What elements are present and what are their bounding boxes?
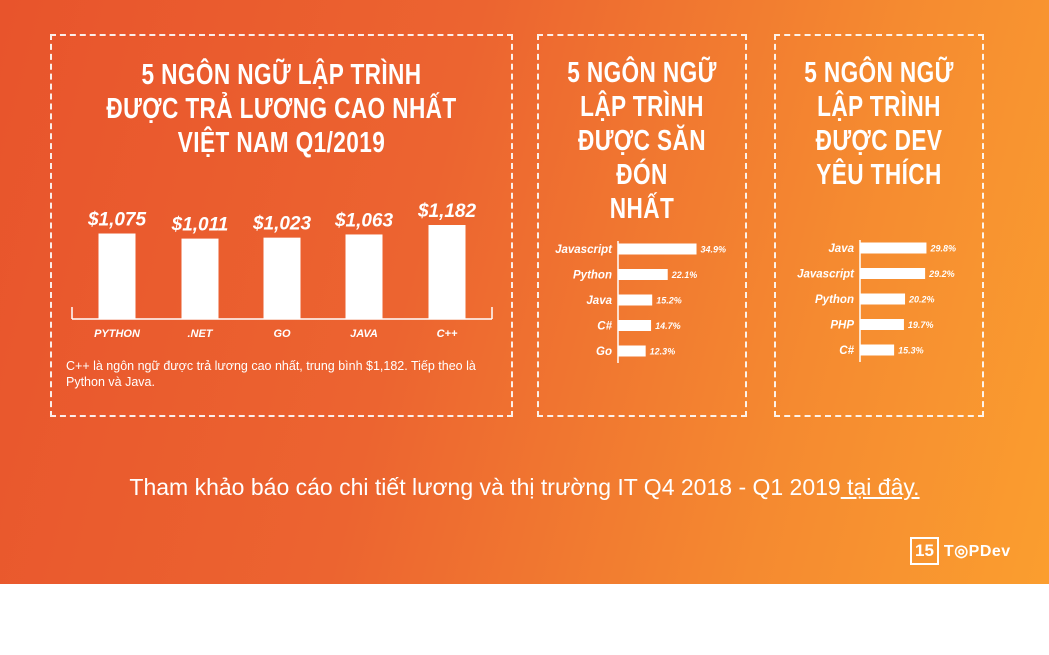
category-label: C++ bbox=[437, 328, 458, 340]
bar-value-label: 29.8% bbox=[929, 244, 956, 254]
loved-bar-chart: Java 29.8% Javascript 29.2% Python 20.2% PHP 19… bbox=[797, 240, 956, 362]
bar-go bbox=[263, 237, 301, 319]
category-label: GO bbox=[273, 328, 291, 340]
bar-value-label: $1,063 bbox=[334, 210, 394, 231]
bar-php bbox=[860, 319, 904, 330]
bar-value-label: $1,011 bbox=[171, 215, 229, 236]
bar-value-label: 12.3% bbox=[650, 347, 676, 357]
bar-python bbox=[98, 233, 136, 319]
category-label: Javascript bbox=[797, 269, 855, 281]
category-label: Go bbox=[596, 346, 612, 358]
bar-c bbox=[860, 344, 895, 356]
salary-note: C++ là ngôn ngữ được trả lương cao nhất,… bbox=[66, 359, 476, 389]
in-demand-chart-panel: 5 NGÔN NGỮ LẬP TRÌNH ĐƯỢC SĂN ĐÓN NHẤT J… bbox=[537, 34, 747, 417]
bar-python bbox=[860, 293, 906, 305]
category-label: Java bbox=[828, 243, 854, 255]
bar-java bbox=[860, 242, 927, 254]
bar-javascript bbox=[860, 268, 926, 279]
bar-java bbox=[345, 234, 383, 319]
bar-python bbox=[618, 269, 668, 280]
category-label: PYTHON bbox=[94, 328, 141, 340]
salary-chart-title: 5 NGÔN NGỮ LẬP TRÌNH ĐƯỢC TRẢ LƯƠNG CAO … bbox=[106, 59, 457, 159]
bar-go bbox=[618, 345, 646, 357]
bar-value-label: $1,075 bbox=[87, 210, 147, 231]
loved-chart-panel: 5 NGÔN NGỮ LẬP TRÌNH ĐƯỢC DEV YÊU THÍCH … bbox=[774, 34, 984, 417]
in-demand-bar-chart: Javascript 34.9% Python 22.1% Java 15.2% C# 14.… bbox=[555, 241, 727, 363]
bar-value-label: 20.2% bbox=[908, 295, 935, 305]
bar-javascript bbox=[618, 243, 697, 255]
in-demand-chart-title: 5 NGÔN NGỮ LẬP TRÌNH ĐƯỢC SĂN ĐÓN NHẤT bbox=[567, 57, 717, 225]
category-label: Python bbox=[815, 294, 854, 306]
bar-net bbox=[181, 238, 219, 319]
category-label: JAVA bbox=[350, 328, 378, 340]
infographic-banner: 5 NGÔN NGỮ LẬP TRÌNH ĐƯỢC TRẢ LƯƠNG CAO … bbox=[0, 0, 1049, 584]
category-label: .NET bbox=[187, 328, 213, 340]
bar-value-label: 14.7% bbox=[655, 321, 681, 331]
bar-c++ bbox=[428, 225, 466, 319]
category-label: PHP bbox=[830, 320, 854, 332]
bar-value-label: 22.1% bbox=[671, 270, 698, 280]
bar-value-label: $1,182 bbox=[417, 201, 477, 222]
category-label: Java bbox=[586, 295, 612, 307]
logo-badge: 15 bbox=[910, 537, 939, 565]
logo-text: T◎PDev bbox=[943, 543, 1011, 560]
category-label: C# bbox=[597, 321, 612, 333]
loved-chart-title: 5 NGÔN NGỮ LẬP TRÌNH ĐƯỢC DEV YÊU THÍCH bbox=[804, 57, 954, 191]
bar-java bbox=[618, 294, 653, 306]
category-label: C# bbox=[839, 345, 854, 357]
footer-text: Tham khảo báo cáo chi tiết lương và thị … bbox=[129, 474, 841, 500]
report-link[interactable]: tại đây. bbox=[840, 474, 920, 500]
category-label: Python bbox=[573, 270, 612, 282]
bar-value-label: 15.2% bbox=[656, 296, 682, 306]
salary-bar-chart: $1,075 PYTHON $1,011 .NET $1,023 GO $1,063 JAVA… bbox=[71, 201, 493, 340]
bar-value-label: 29.2% bbox=[928, 269, 955, 279]
category-label: Javascript bbox=[555, 244, 613, 256]
bar-c bbox=[618, 320, 652, 331]
bar-value-label: 15.3% bbox=[898, 346, 924, 356]
bar-value-label: 19.7% bbox=[908, 320, 934, 330]
report-footer: Tham khảo báo cáo chi tiết lương và thị … bbox=[0, 474, 1049, 501]
bar-value-label: 34.9% bbox=[701, 245, 727, 255]
bar-value-label: $1,023 bbox=[252, 214, 312, 235]
salary-chart-panel: 5 NGÔN NGỮ LẬP TRÌNH ĐƯỢC TRẢ LƯƠNG CAO … bbox=[50, 34, 513, 417]
topdev-logo: 15 T◎PDev bbox=[910, 537, 1011, 565]
